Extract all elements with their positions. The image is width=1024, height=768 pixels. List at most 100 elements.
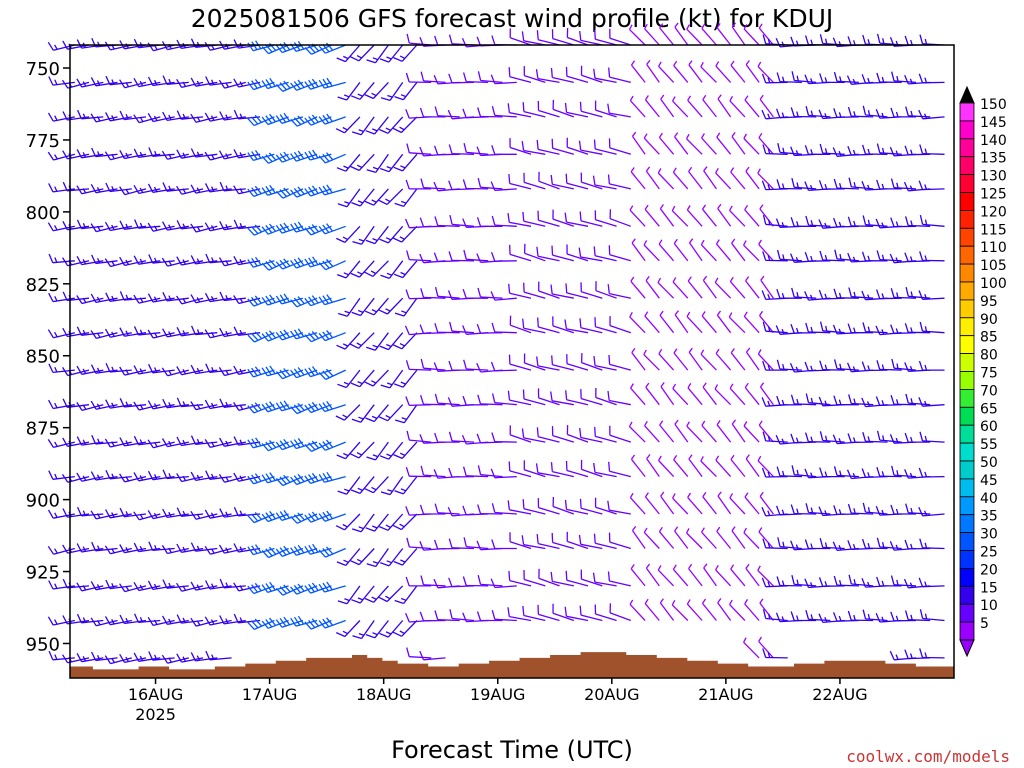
barb-flag-half — [838, 328, 842, 334]
wind-barb — [819, 538, 845, 550]
barb-flag-half — [758, 420, 763, 426]
barb-flag-full — [133, 294, 140, 304]
barb-flag-full — [379, 128, 389, 134]
barb-flag-full — [283, 293, 290, 303]
barb-flag-half — [839, 253, 842, 260]
wind-barb — [659, 310, 675, 334]
barb-flag-full — [104, 221, 111, 231]
barb-flag-full — [536, 427, 539, 437]
barb-flag-full — [269, 510, 277, 520]
barb-flag-half — [196, 367, 201, 374]
wind-barb — [47, 112, 75, 122]
wind-barb — [686, 421, 703, 443]
barb-flag-full — [62, 508, 68, 518]
wind-barb — [76, 582, 104, 592]
wind-barb — [379, 225, 404, 244]
barb-flag-half — [139, 616, 143, 623]
barb-staff — [609, 292, 631, 299]
barb-staff — [509, 37, 532, 46]
barb-flag-full — [205, 76, 211, 86]
barb-flag-full — [279, 547, 287, 556]
barb-flag-half — [852, 366, 856, 372]
wind-barb — [161, 654, 189, 664]
barb-flag-full — [804, 361, 810, 372]
wind-barb — [233, 255, 261, 266]
wind-barb — [318, 581, 346, 593]
barb-staff — [523, 220, 546, 227]
barb-flag-full — [777, 143, 781, 153]
barb-flag-full — [219, 437, 225, 447]
wind-barb — [261, 223, 289, 235]
barb-flag-full — [476, 217, 482, 227]
barb-flag-full — [311, 224, 319, 233]
wind-barb — [318, 294, 346, 306]
barb-flag-full — [918, 467, 924, 478]
barb-flag-full — [119, 186, 126, 195]
wind-barb — [565, 283, 589, 299]
barb-flag-full — [233, 219, 239, 229]
barb-flag-half — [810, 220, 814, 226]
barb-staff — [509, 363, 532, 371]
barb-flag-full — [105, 399, 111, 409]
wind-barb — [761, 467, 788, 478]
barb-flag-half — [646, 59, 651, 65]
barb-staff — [552, 325, 575, 334]
barb-flag-half — [767, 148, 771, 154]
wind-barb — [660, 382, 675, 406]
wind-barb — [674, 132, 689, 155]
barb-staff — [523, 291, 546, 299]
wind-barb — [405, 360, 432, 371]
barb-flag-half — [688, 166, 693, 172]
barb-staff — [645, 170, 660, 190]
barb-flag-half — [210, 441, 215, 447]
wind-barb — [538, 568, 560, 587]
barb-staff — [509, 76, 532, 84]
barb-flag-full — [761, 109, 767, 120]
barb-flag-full — [190, 77, 197, 87]
wind-barb — [761, 73, 788, 84]
barb-flag-full — [76, 472, 83, 482]
barb-flag-half — [702, 275, 708, 281]
wind-barb — [304, 401, 332, 414]
wind-barb — [508, 283, 532, 299]
wind-barb — [176, 110, 204, 120]
barb-flag-full — [304, 81, 312, 90]
barb-flag-full — [477, 394, 482, 405]
barb-flag-half — [867, 39, 871, 45]
barb-flag-full — [233, 402, 240, 411]
barb-flag-half — [824, 364, 828, 370]
barb-flag-half — [686, 24, 690, 30]
barb-staff — [630, 280, 646, 299]
wind-barb — [491, 35, 517, 46]
wind-barb — [551, 426, 574, 443]
barb-flag-full — [890, 324, 895, 334]
wind-barb — [743, 311, 760, 334]
barb-flag-full — [875, 612, 881, 623]
barb-flag-full — [322, 472, 329, 482]
barb-flag-half — [225, 153, 229, 159]
wind-barb — [919, 251, 945, 262]
wind-barb — [219, 291, 246, 302]
wind-barb — [350, 81, 375, 100]
barb-flag-full — [293, 117, 302, 125]
wind-barb — [918, 73, 945, 84]
barb-flag-half — [386, 56, 392, 60]
barb-flag-half — [196, 438, 200, 445]
barb-flag-half — [895, 257, 899, 263]
barb-flag-full — [326, 184, 333, 194]
barb-staff — [794, 403, 817, 406]
barb-flag-full — [76, 613, 82, 624]
barb-flag-half — [139, 80, 144, 87]
barb-flag-full — [133, 255, 140, 265]
wind-barb — [104, 221, 132, 232]
barb-flag-full — [366, 169, 376, 174]
barb-staff — [409, 439, 432, 443]
barb-flag-full — [311, 440, 320, 449]
wind-barb — [919, 648, 945, 659]
barb-flag-half — [838, 509, 842, 515]
wind-barb — [448, 538, 475, 550]
wind-barb — [717, 203, 732, 227]
barb-staff — [580, 149, 603, 155]
barb-staff — [423, 474, 446, 478]
barb-flag-full — [462, 505, 467, 516]
